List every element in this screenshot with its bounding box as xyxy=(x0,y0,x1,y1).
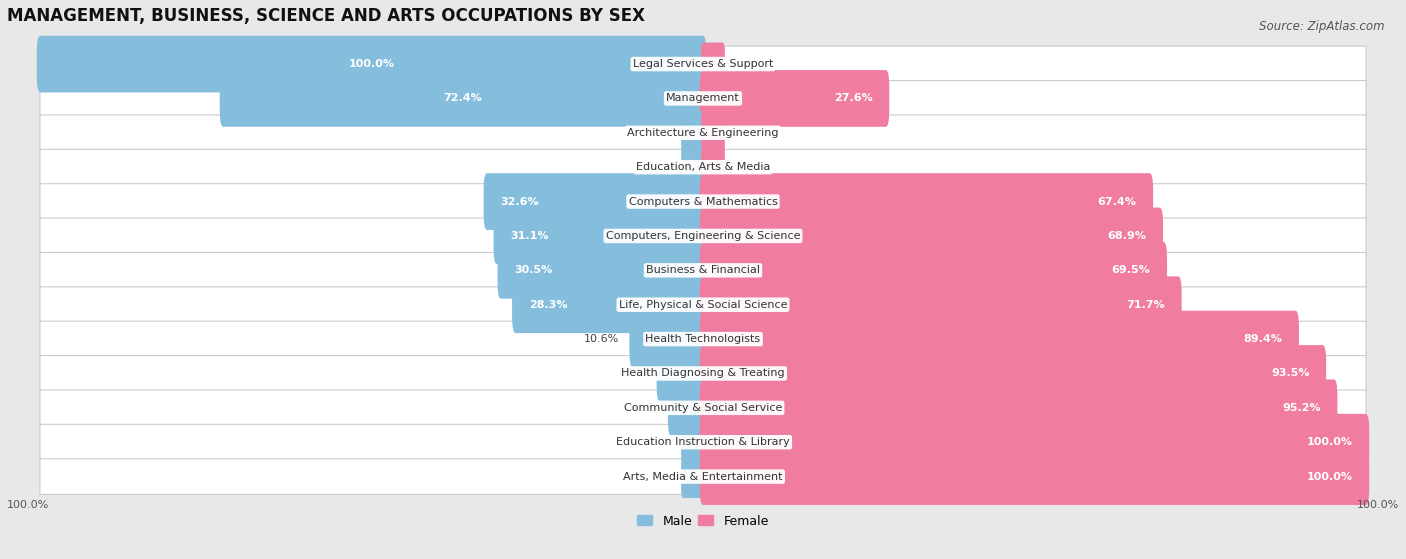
Text: 27.6%: 27.6% xyxy=(834,93,873,103)
Text: 71.7%: 71.7% xyxy=(1126,300,1166,310)
Text: 0.0%: 0.0% xyxy=(716,128,745,138)
Text: Health Diagnosing & Treating: Health Diagnosing & Treating xyxy=(621,368,785,378)
FancyBboxPatch shape xyxy=(700,242,1167,299)
Text: Education, Arts & Media: Education, Arts & Media xyxy=(636,162,770,172)
FancyBboxPatch shape xyxy=(700,70,889,127)
Text: 68.9%: 68.9% xyxy=(1108,231,1146,241)
FancyBboxPatch shape xyxy=(39,424,1367,460)
FancyBboxPatch shape xyxy=(39,218,1367,254)
FancyBboxPatch shape xyxy=(39,390,1367,426)
FancyBboxPatch shape xyxy=(39,321,1367,357)
Text: Source: ZipAtlas.com: Source: ZipAtlas.com xyxy=(1260,20,1385,32)
FancyBboxPatch shape xyxy=(39,184,1367,220)
Text: 100.0%: 100.0% xyxy=(7,500,49,510)
Text: 67.4%: 67.4% xyxy=(1098,197,1136,207)
Text: 100.0%: 100.0% xyxy=(1306,437,1353,447)
FancyBboxPatch shape xyxy=(681,455,704,498)
FancyBboxPatch shape xyxy=(700,345,1326,402)
Text: 100.0%: 100.0% xyxy=(349,59,395,69)
FancyBboxPatch shape xyxy=(702,111,725,154)
Text: 28.3%: 28.3% xyxy=(529,300,567,310)
Text: 4.8%: 4.8% xyxy=(630,403,658,413)
FancyBboxPatch shape xyxy=(39,356,1367,391)
FancyBboxPatch shape xyxy=(219,70,706,127)
Text: 6.5%: 6.5% xyxy=(619,368,647,378)
FancyBboxPatch shape xyxy=(668,380,706,436)
Text: Community & Social Service: Community & Social Service xyxy=(624,403,782,413)
Text: Architecture & Engineering: Architecture & Engineering xyxy=(627,128,779,138)
FancyBboxPatch shape xyxy=(681,421,704,464)
Text: Arts, Media & Entertainment: Arts, Media & Entertainment xyxy=(623,472,783,482)
Text: Management: Management xyxy=(666,93,740,103)
Text: 72.4%: 72.4% xyxy=(444,93,482,103)
FancyBboxPatch shape xyxy=(484,173,706,230)
FancyBboxPatch shape xyxy=(494,207,706,264)
Text: Life, Physical & Social Science: Life, Physical & Social Science xyxy=(619,300,787,310)
Text: Education Instruction & Library: Education Instruction & Library xyxy=(616,437,790,447)
Text: 0.0%: 0.0% xyxy=(716,59,745,69)
Text: 0.0%: 0.0% xyxy=(661,162,690,172)
Text: Computers & Mathematics: Computers & Mathematics xyxy=(628,197,778,207)
FancyBboxPatch shape xyxy=(39,149,1367,185)
FancyBboxPatch shape xyxy=(39,253,1367,288)
FancyBboxPatch shape xyxy=(39,115,1367,151)
Text: 0.0%: 0.0% xyxy=(661,128,690,138)
FancyBboxPatch shape xyxy=(681,146,704,189)
Text: 32.6%: 32.6% xyxy=(501,197,538,207)
FancyBboxPatch shape xyxy=(700,173,1153,230)
FancyBboxPatch shape xyxy=(37,36,706,92)
FancyBboxPatch shape xyxy=(39,459,1367,495)
Text: 69.5%: 69.5% xyxy=(1112,266,1150,276)
FancyBboxPatch shape xyxy=(512,276,706,333)
FancyBboxPatch shape xyxy=(700,380,1337,436)
Text: 89.4%: 89.4% xyxy=(1243,334,1282,344)
Text: MANAGEMENT, BUSINESS, SCIENCE AND ARTS OCCUPATIONS BY SEX: MANAGEMENT, BUSINESS, SCIENCE AND ARTS O… xyxy=(7,7,645,25)
Text: 0.0%: 0.0% xyxy=(716,162,745,172)
Legend: Male, Female: Male, Female xyxy=(633,510,773,533)
FancyBboxPatch shape xyxy=(39,46,1367,82)
Text: 31.1%: 31.1% xyxy=(510,231,548,241)
FancyBboxPatch shape xyxy=(700,448,1369,505)
Text: 10.6%: 10.6% xyxy=(585,334,620,344)
FancyBboxPatch shape xyxy=(498,242,706,299)
Text: 100.0%: 100.0% xyxy=(1306,472,1353,482)
FancyBboxPatch shape xyxy=(657,345,706,402)
Text: Business & Financial: Business & Financial xyxy=(645,266,761,276)
FancyBboxPatch shape xyxy=(700,207,1163,264)
FancyBboxPatch shape xyxy=(681,111,704,154)
FancyBboxPatch shape xyxy=(702,146,725,189)
FancyBboxPatch shape xyxy=(700,311,1299,367)
Text: 100.0%: 100.0% xyxy=(1357,500,1399,510)
FancyBboxPatch shape xyxy=(39,80,1367,116)
FancyBboxPatch shape xyxy=(39,287,1367,323)
Text: 0.0%: 0.0% xyxy=(661,437,690,447)
Text: 93.5%: 93.5% xyxy=(1271,368,1309,378)
Text: Computers, Engineering & Science: Computers, Engineering & Science xyxy=(606,231,800,241)
Text: 95.2%: 95.2% xyxy=(1282,403,1320,413)
FancyBboxPatch shape xyxy=(700,414,1369,471)
Text: Legal Services & Support: Legal Services & Support xyxy=(633,59,773,69)
FancyBboxPatch shape xyxy=(630,311,706,367)
Text: 0.0%: 0.0% xyxy=(661,472,690,482)
FancyBboxPatch shape xyxy=(700,276,1181,333)
FancyBboxPatch shape xyxy=(702,42,725,86)
Text: 30.5%: 30.5% xyxy=(515,266,553,276)
Text: Health Technologists: Health Technologists xyxy=(645,334,761,344)
